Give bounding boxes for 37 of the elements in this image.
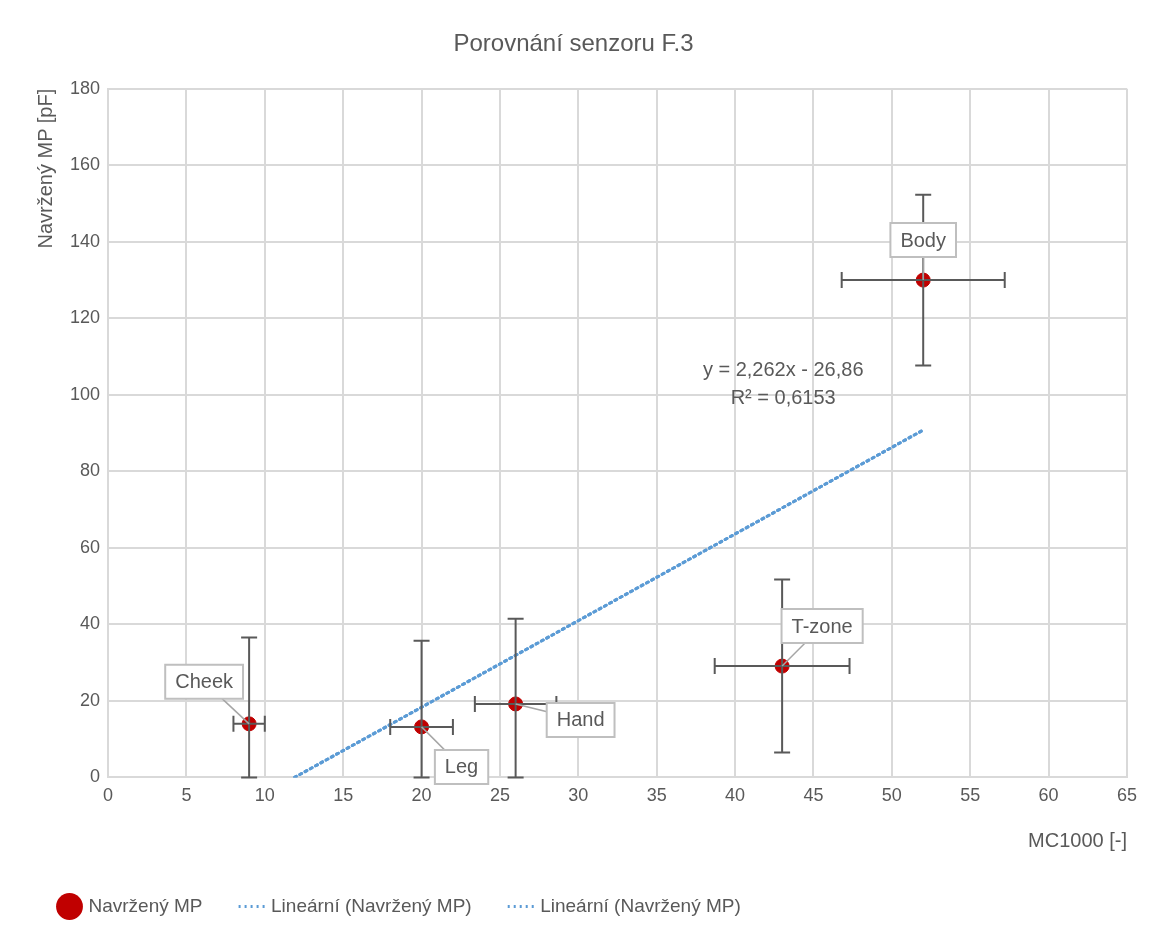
y-tick-label: 180	[69, 77, 101, 98]
annotation: Body	[900, 228, 946, 251]
x-tick-label: 60	[1038, 785, 1059, 806]
x-axis-title: MC1000 [-]	[1028, 828, 1127, 851]
x-tick-label: 40	[725, 785, 746, 806]
y-tick-label: 80	[80, 460, 101, 481]
y-tick-label: 120	[69, 307, 101, 328]
y-tick-label: 40	[80, 613, 101, 634]
y-tick-label: 60	[80, 536, 101, 557]
legend-label: Lineární (Navržený MP)	[540, 894, 741, 916]
chart-title: Porovnání senzoru F.3	[453, 29, 694, 57]
x-tick-label: 45	[803, 785, 824, 806]
y-tick-label: 160	[69, 154, 101, 175]
y-tick-label: 100	[69, 383, 101, 404]
annotation: y = 2,262x - 26,86	[702, 357, 864, 380]
x-tick-label: 25	[489, 785, 510, 806]
x-tick-label: 15	[333, 785, 354, 806]
x-tick-label: 10	[254, 785, 275, 806]
annotation: Cheek	[175, 670, 235, 693]
y-tick-label: 140	[69, 230, 101, 251]
x-tick-label: 0	[103, 785, 114, 806]
annotation: Leg	[444, 755, 479, 778]
x-tick-label: 20	[411, 785, 432, 806]
y-axis-title: Navržený MP [pF]	[33, 88, 56, 249]
x-tick-label: 50	[881, 785, 902, 806]
x-tick-label: 30	[568, 785, 589, 806]
x-tick-label: 5	[181, 785, 192, 806]
legend-label: Lineární (Navržený MP)	[271, 894, 472, 916]
x-tick-label: 35	[646, 785, 667, 806]
annotation: R² = 0,6153	[730, 385, 836, 408]
x-tick-label: 55	[960, 785, 981, 806]
annotation: Hand	[556, 708, 605, 731]
y-tick-label: 0	[90, 766, 101, 787]
annotation: T-zone	[791, 614, 853, 637]
y-tick-label: 20	[80, 689, 101, 710]
x-tick-label: 65	[1116, 785, 1138, 806]
legend-label: Navržený MP	[88, 894, 203, 916]
